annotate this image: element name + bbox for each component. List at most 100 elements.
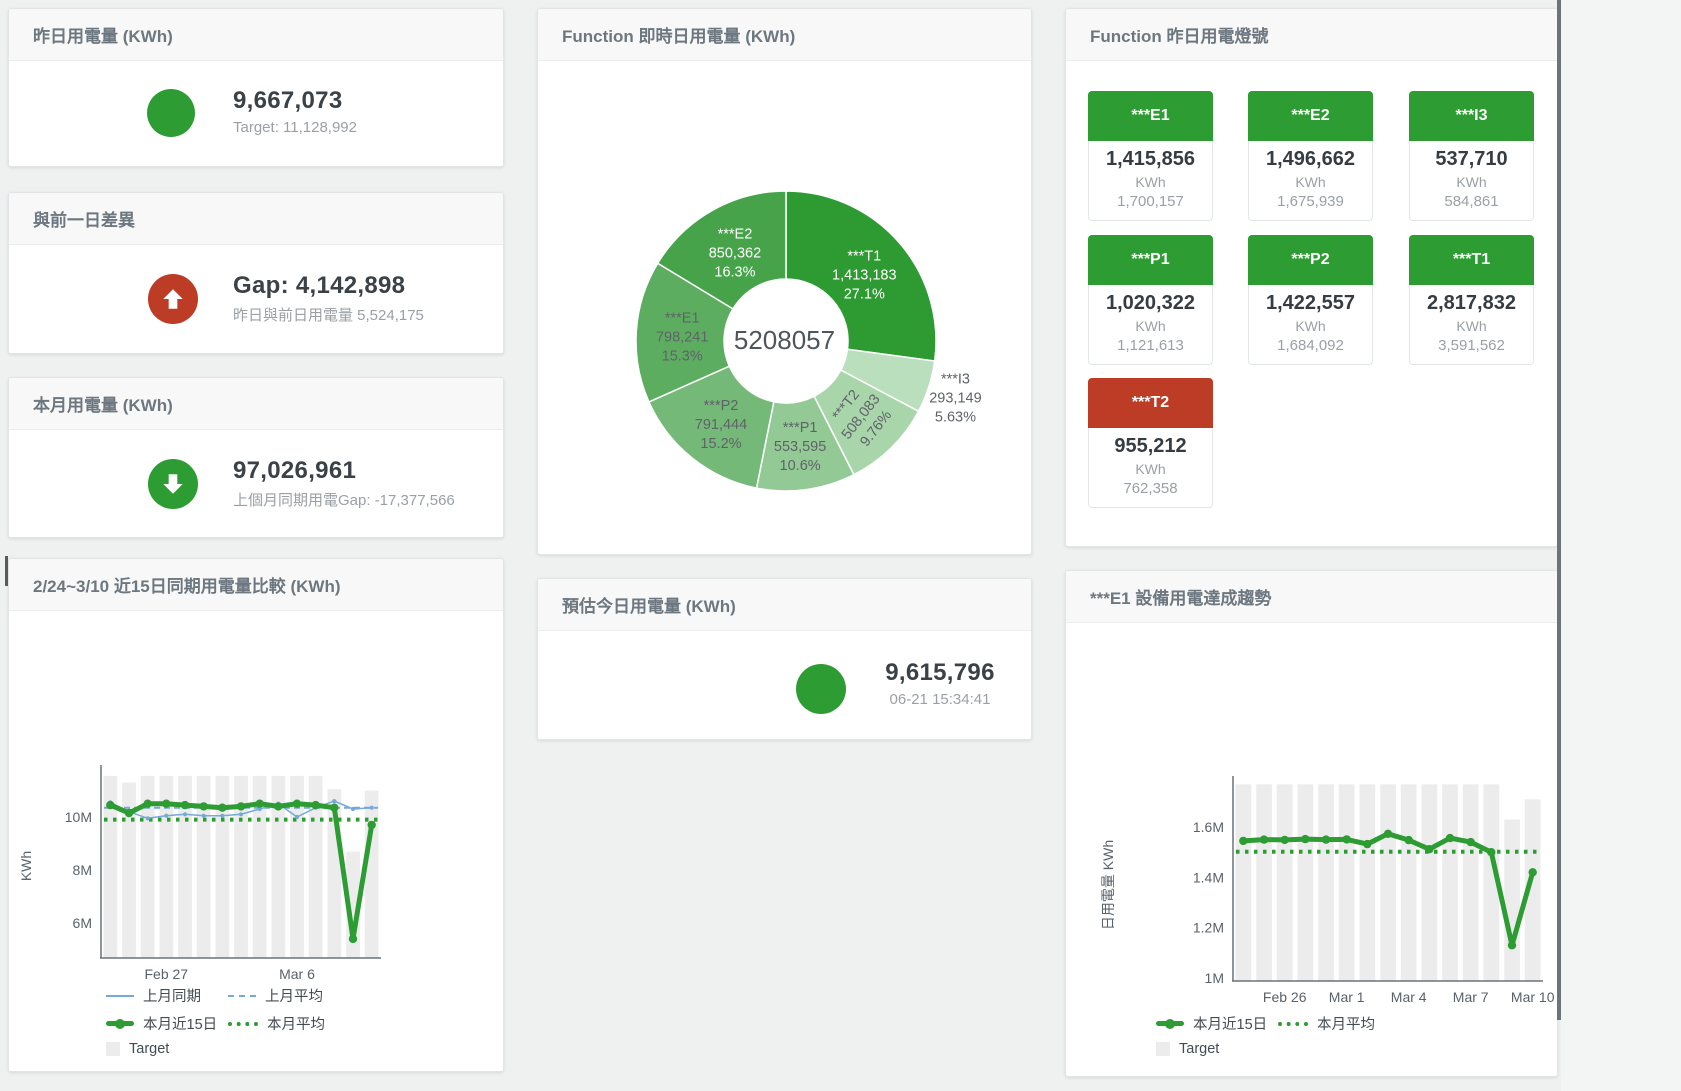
card-title: 昨日用電量 (KWh) bbox=[33, 27, 173, 46]
light-tile-target: 3,591,562 bbox=[1438, 337, 1505, 354]
legend-item-last-month-avg[interactable]: 上月平均 bbox=[228, 985, 350, 1006]
light-tile-unit: KWh bbox=[1456, 174, 1487, 190]
legend-item-this-month-avg[interactable]: 本月平均 bbox=[1278, 1013, 1400, 1034]
light-tile-status-header: ***E1 bbox=[1088, 91, 1213, 141]
stat-subtitle: 昨日與前日用電量 5,524,175 bbox=[233, 307, 424, 324]
legend-item-this-month-avg[interactable]: 本月平均 bbox=[228, 1013, 350, 1034]
card-15day-comparison-chart: 2/24~3/10 近15日同期用電量比較 (KWh) 6M 8M 10M Feb 2… bbox=[8, 558, 504, 1072]
light-tile-value: 1,020,322 bbox=[1106, 292, 1195, 314]
light-tile-status-header: ***T2 bbox=[1088, 378, 1213, 428]
card-header: Function 昨日用電燈號 bbox=[1066, 9, 1557, 61]
light-tile-t1: ***T1 2,817,832 KWh 3,591,562 bbox=[1409, 235, 1534, 365]
card-title: Function 即時日用電量 (KWh) bbox=[562, 27, 796, 46]
card-title: 預估今日用電量 (KWh) bbox=[562, 597, 736, 616]
green-status-circle-icon bbox=[148, 459, 198, 509]
legend-item-target[interactable]: Target bbox=[106, 1041, 228, 1057]
light-tile-i3: ***I3 537,710 KWh 584,861 bbox=[1409, 91, 1534, 221]
card-title: 本月用電量 (KWh) bbox=[33, 396, 173, 415]
svg-text:Feb 26: Feb 26 bbox=[1263, 989, 1307, 1005]
gray-bar-swatch-icon bbox=[106, 1042, 120, 1056]
chart-legend: 本月近15日 本月平均 Target bbox=[1156, 1013, 1400, 1064]
stat-subtitle: 上個月同期用電Gap: -17,377,566 bbox=[233, 492, 455, 509]
stat-subtitle: Target: 11,128,992 bbox=[233, 119, 357, 136]
svg-text:Feb 27: Feb 27 bbox=[145, 966, 189, 982]
red-status-circle-icon bbox=[148, 274, 198, 324]
card-body: 1M 1.2M 1.4M 1.6M Feb 26 Mar 1 Mar 4 Mar 7 Mar 1… bbox=[1066, 623, 1557, 1076]
card-e1-trend-chart: ***E1 設備用電達成趨勢 1M 1.2M 1.4M 1.6M Feb 26 Mar 1… bbox=[1065, 570, 1558, 1077]
viewport-right-gutter bbox=[1561, 0, 1681, 1091]
light-tile-value: 1,496,662 bbox=[1266, 148, 1355, 170]
light-tile-p1: ***P1 1,020,322 KWh 1,121,613 bbox=[1088, 235, 1213, 365]
svg-text:日用電量 KWh: 日用電量 KWh bbox=[1100, 840, 1116, 930]
light-tile-status-header: ***P2 bbox=[1248, 235, 1373, 285]
light-tile-value: 2,817,832 bbox=[1427, 292, 1516, 314]
light-tile-target: 584,861 bbox=[1444, 193, 1499, 210]
donut-center-total: 5208057 bbox=[733, 325, 836, 355]
card-title: Function 昨日用電燈號 bbox=[1090, 27, 1269, 46]
legend-label: 本月平均 bbox=[1317, 1017, 1375, 1033]
card-header: 昨日用電量 (KWh) bbox=[9, 9, 503, 61]
light-tile-status-header: ***P1 bbox=[1088, 235, 1213, 285]
card-header: 預估今日用電量 (KWh) bbox=[538, 579, 1031, 631]
card-body: ***E1 1,415,856 KWh 1,700,157 ***E2 1,49… bbox=[1066, 61, 1557, 546]
card-today-estimate: 預估今日用電量 (KWh) 9,615,796 06-21 15:34:41 bbox=[537, 578, 1032, 740]
legend-label: 上月平均 bbox=[265, 989, 323, 1005]
svg-text:6M: 6M bbox=[73, 915, 92, 931]
stat-value: Gap: 4,142,898 bbox=[233, 272, 406, 299]
blue-dashed-swatch-icon bbox=[228, 994, 256, 997]
card-title: 與前一日差異 bbox=[33, 211, 135, 230]
realtime-usage-donut-chart[interactable]: ***T1 1,413,183 27.1%***I3 293,149 5.63%***T… bbox=[538, 61, 1031, 554]
green-line-swatch-icon bbox=[1156, 1018, 1184, 1029]
stat-value: 9,615,796 bbox=[885, 659, 995, 686]
light-tile-unit: KWh bbox=[1135, 174, 1166, 190]
legend-item-last-month[interactable]: 上月同期 bbox=[106, 985, 228, 1006]
legend-label: 本月平均 bbox=[267, 1017, 325, 1033]
card-body: 9,615,796 06-21 15:34:41 bbox=[538, 631, 1031, 739]
light-tile-value: 1,415,856 bbox=[1106, 148, 1195, 170]
legend-item-target[interactable]: Target bbox=[1156, 1041, 1278, 1057]
svg-text:Mar 10: Mar 10 bbox=[1511, 989, 1555, 1005]
svg-text:Mar 7: Mar 7 bbox=[1453, 989, 1489, 1005]
svg-text:10M: 10M bbox=[65, 809, 92, 825]
light-tile-e1: ***E1 1,415,856 KWh 1,700,157 bbox=[1088, 91, 1213, 221]
svg-text:1.6M: 1.6M bbox=[1193, 819, 1224, 835]
svg-text:8M: 8M bbox=[73, 862, 92, 878]
svg-text:1M: 1M bbox=[1205, 970, 1224, 986]
card-header: 本月用電量 (KWh) bbox=[9, 378, 503, 430]
light-tile-target: 1,684,092 bbox=[1277, 337, 1344, 354]
viewport-edge-divider bbox=[1557, 0, 1561, 1020]
stat-block: 9,667,073 Target: 11,128,992 bbox=[233, 87, 357, 136]
card-prev-day-gap: 與前一日差異 Gap: 4,142,898 昨日與前日用電量 5,524,175 bbox=[8, 192, 504, 354]
svg-text:Mar 6: Mar 6 bbox=[279, 966, 315, 982]
up-arrow-icon bbox=[163, 289, 183, 309]
card-body: 9,667,073 Target: 11,128,992 bbox=[9, 61, 503, 166]
legend-label: 本月近15日 bbox=[143, 1017, 218, 1033]
svg-text:Mar 4: Mar 4 bbox=[1391, 989, 1427, 1005]
card-header: ***E1 設備用電達成趨勢 bbox=[1066, 571, 1557, 623]
stat-value: 97,026,961 bbox=[233, 457, 357, 484]
light-tile-status-header: ***E2 bbox=[1248, 91, 1373, 141]
card-realtime-donut: Function 即時日用電量 (KWh) ***T1 1,413,183 27.1… bbox=[537, 8, 1032, 555]
card-header: 與前一日差異 bbox=[9, 193, 503, 245]
legend-item-this-month[interactable]: 本月近15日 bbox=[1156, 1013, 1278, 1034]
legend-item-this-month[interactable]: 本月近15日 bbox=[106, 1013, 228, 1034]
card-header: Function 即時日用電量 (KWh) bbox=[538, 9, 1031, 61]
light-tile-e2: ***E2 1,496,662 KWh 1,675,939 bbox=[1248, 91, 1373, 221]
gray-bar-swatch-icon bbox=[1156, 1042, 1170, 1056]
green-line-swatch-icon bbox=[106, 1018, 134, 1029]
legend-label: Target bbox=[129, 1041, 170, 1057]
comparison-line-chart[interactable]: 6M 8M 10M Feb 27 Mar 6 KWh bbox=[9, 611, 503, 1071]
light-tile-p2: ***P2 1,422,557 KWh 1,684,092 bbox=[1248, 235, 1373, 365]
e1-trend-line-chart[interactable]: 1M 1.2M 1.4M 1.6M Feb 26 Mar 1 Mar 4 Mar 7 Mar 1… bbox=[1066, 623, 1557, 1076]
card-body: ***T1 1,413,183 27.1% ***I3 293,149 5.63% ***T… bbox=[538, 61, 1031, 554]
card-yesterday-usage: 昨日用電量 (KWh) 9,667,073 Target: 11,128,992 bbox=[8, 8, 504, 167]
light-tile-status-header: ***I3 bbox=[1409, 91, 1534, 141]
svg-text:1.4M: 1.4M bbox=[1193, 869, 1224, 885]
green-dotted-swatch-icon bbox=[228, 1021, 258, 1026]
green-status-circle-icon bbox=[147, 89, 195, 137]
card-title: ***E1 設備用電達成趨勢 bbox=[1090, 589, 1272, 608]
stat-block: Gap: 4,142,898 昨日與前日用電量 5,524,175 bbox=[233, 272, 424, 325]
down-arrow-icon bbox=[163, 474, 183, 494]
